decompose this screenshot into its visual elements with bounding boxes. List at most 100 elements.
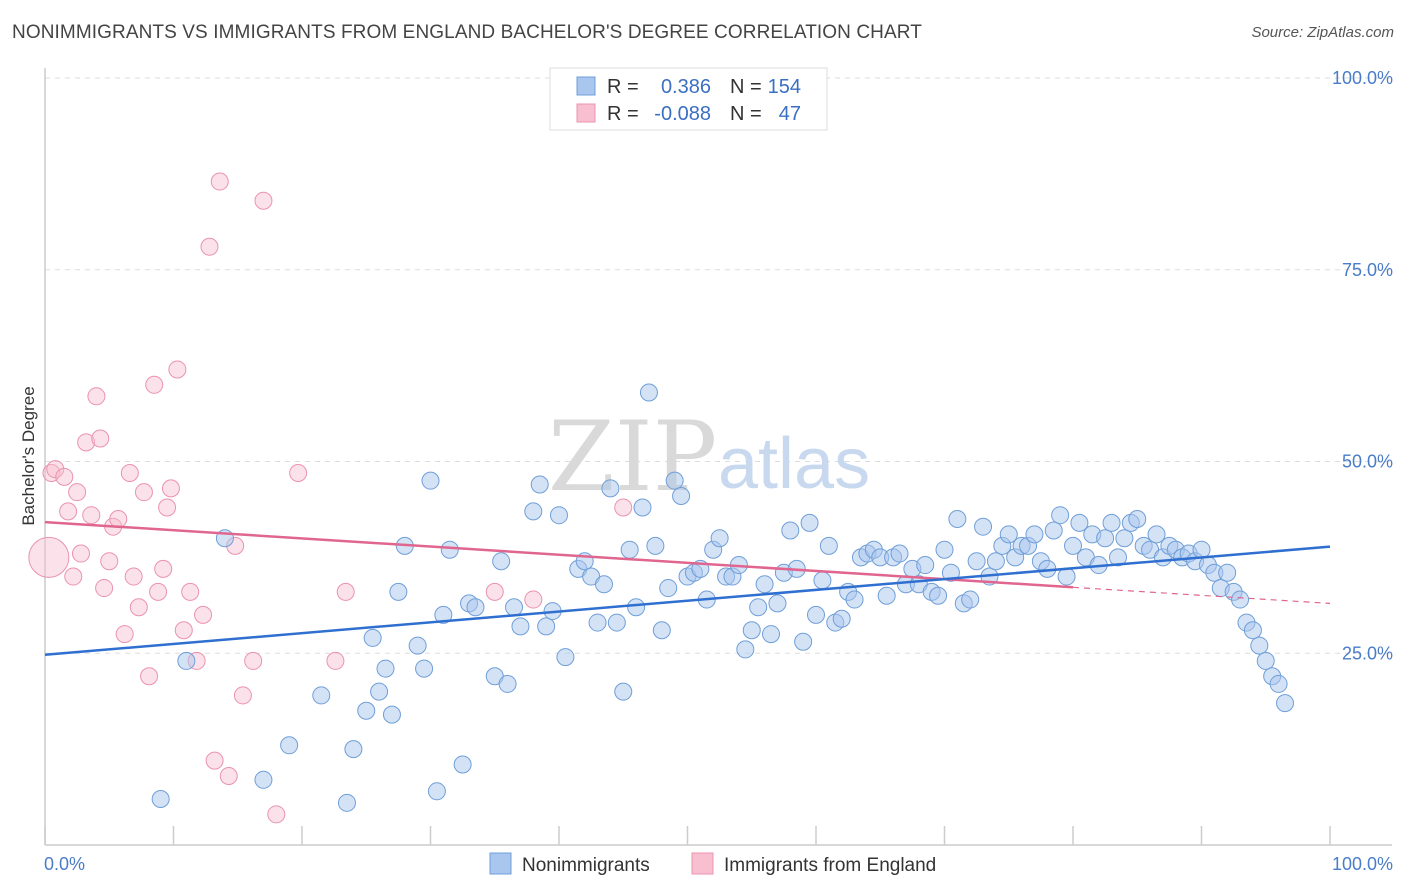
nonimmigrants-point xyxy=(363,628,382,647)
nonimmigrants-point xyxy=(466,598,485,617)
legend-r-label: R = xyxy=(607,76,639,98)
nonimmigrants-point xyxy=(177,651,196,670)
nonimmigrants-point xyxy=(344,740,363,759)
nonimmigrants-point xyxy=(845,590,864,609)
immigrants-point xyxy=(59,502,78,521)
immigrants-point xyxy=(149,582,168,601)
nonimmigrants-point xyxy=(530,475,549,494)
nonimmigrants-point xyxy=(421,471,440,490)
nonimmigrants-point xyxy=(967,552,986,571)
immigrants-point xyxy=(55,467,74,486)
watermark-atlas: atlas xyxy=(718,424,870,504)
nonimmigrants-point xyxy=(800,513,819,532)
bottom-legend-swatch-pink xyxy=(691,852,714,875)
immigrants-point xyxy=(28,536,70,578)
nonimmigrants-point xyxy=(710,529,729,548)
nonimmigrants-point xyxy=(511,617,530,636)
immigrants-point xyxy=(205,751,224,770)
nonimmigrants-point xyxy=(1231,590,1250,609)
immigrants-point xyxy=(95,579,114,598)
nonimmigrants-point xyxy=(986,552,1005,571)
immigrants-point xyxy=(64,567,83,586)
nonimmigrants-point xyxy=(524,502,543,521)
y-axis-title: Bachelor's Degree xyxy=(19,386,38,525)
x-tick-label-max: 100.0% xyxy=(1332,854,1393,874)
nonimmigrants-point xyxy=(781,521,800,540)
legend-swatch-pink xyxy=(576,103,596,123)
nonimmigrants-point xyxy=(601,479,620,498)
nonimmigrants-point xyxy=(498,674,517,693)
nonimmigrants-point xyxy=(594,575,613,594)
nonimmigrants-point xyxy=(1070,513,1089,532)
nonimmigrants-point xyxy=(1102,513,1121,532)
immigrants-point xyxy=(267,805,286,824)
nonimmigrants-point xyxy=(646,536,665,555)
x-ticks xyxy=(44,826,1331,845)
nonimmigrants-point xyxy=(408,636,427,655)
nonimmigrants-point xyxy=(556,648,575,667)
nonimmigrants-point xyxy=(948,510,967,529)
nonimmigrants-point xyxy=(620,540,639,559)
legend-n-label: N = xyxy=(730,103,762,125)
immigrants-point xyxy=(233,686,252,705)
nonimmigrants-point xyxy=(1256,651,1275,670)
nonimmigrants-point xyxy=(453,755,472,774)
nonimmigrants-point xyxy=(607,613,626,632)
legend-r-value: 0.386 xyxy=(661,76,711,98)
nonimmigrants-point xyxy=(819,536,838,555)
nonimmigrants-point xyxy=(665,471,684,490)
nonimmigrants-point xyxy=(254,770,273,789)
nonimmigrants-point xyxy=(742,621,761,640)
immigrants-point xyxy=(336,582,355,601)
immigrants-point xyxy=(161,479,180,498)
nonimmigrants-point xyxy=(415,659,434,678)
immigrants-point xyxy=(158,498,177,517)
immigrants-point xyxy=(154,559,173,578)
nonimmigrants-point xyxy=(1269,674,1288,693)
nonimmigrants-point xyxy=(935,540,954,559)
legend-n-value: 154 xyxy=(768,76,801,98)
nonimmigrants-point xyxy=(659,579,678,598)
nonimmigrants-point xyxy=(434,605,453,624)
stats-legend: R = 0.386 N = 154 R = -0.088 N = 47 xyxy=(549,67,828,131)
immigrants-point xyxy=(614,498,633,517)
immigrants-point xyxy=(91,429,110,448)
immigrants-point xyxy=(219,766,238,785)
immigrants-point xyxy=(109,510,128,529)
nonimmigrants-point xyxy=(440,540,459,559)
nonimmigrants-point xyxy=(492,552,511,571)
nonimmigrants-point xyxy=(974,517,993,536)
nonimmigrants-point xyxy=(614,682,633,701)
nonimmigrants-point xyxy=(389,582,408,601)
trend-lines xyxy=(44,520,1331,657)
immigrants-point xyxy=(254,191,273,210)
immigrants-point xyxy=(124,567,143,586)
y-tick-label: 25.0% xyxy=(1342,643,1393,663)
nonimmigrants-point xyxy=(550,506,568,525)
immigrants-point xyxy=(174,621,193,640)
immigrants-point xyxy=(326,651,345,670)
legend-r-label: R = xyxy=(607,103,639,125)
nonimmigrants-point xyxy=(1064,536,1082,555)
nonimmigrants-point xyxy=(929,586,948,605)
nonimmigrants-point xyxy=(1218,563,1237,582)
bottom-legend-label: Nonimmigrants xyxy=(522,855,650,876)
nonimmigrants-point xyxy=(1051,506,1070,525)
nonimmigrants-point xyxy=(1250,636,1269,655)
nonimmigrants-point xyxy=(427,782,446,801)
nonimmigrants-point xyxy=(1243,621,1262,640)
nonimmigrants-point xyxy=(337,793,356,812)
nonimmigrants-point xyxy=(357,701,376,720)
chart-title: NONIMMIGRANTS VS IMMIGRANTS FROM ENGLAND… xyxy=(12,22,922,43)
nonimmigrants-point xyxy=(1276,694,1295,713)
legend-swatch-blue xyxy=(576,76,596,96)
source-credit: Source: ZipAtlas.com xyxy=(1251,24,1394,41)
nonimmigrants-point xyxy=(832,609,851,628)
immigrants-point xyxy=(145,375,164,394)
nonimmigrants-point xyxy=(505,598,524,617)
y-tick-label: 75.0% xyxy=(1342,260,1393,280)
nonimmigrants-point xyxy=(312,686,331,705)
nonimmigrants-point xyxy=(890,544,909,563)
immigrants-point xyxy=(46,460,65,479)
